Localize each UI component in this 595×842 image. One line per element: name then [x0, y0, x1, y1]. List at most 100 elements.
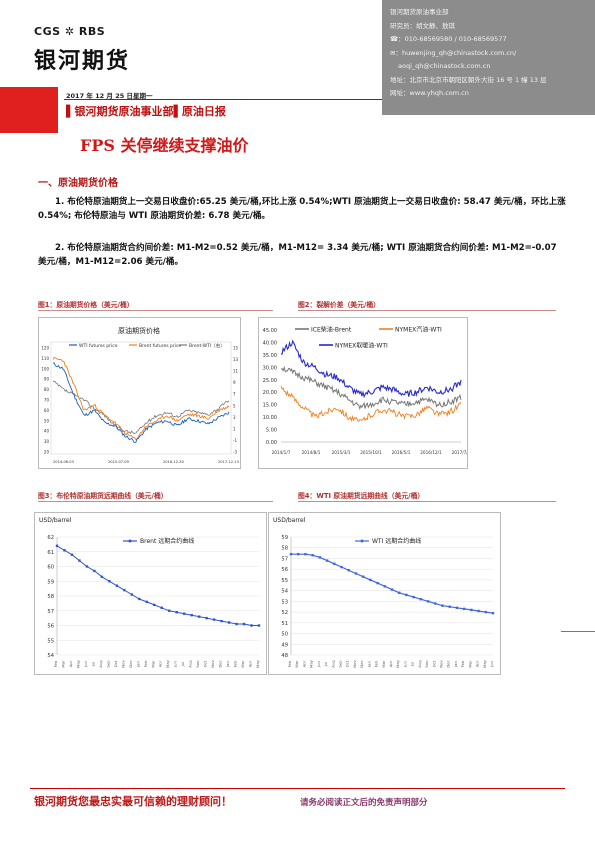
legend-label: Brent-WTI（右） — [189, 342, 225, 349]
data-point — [130, 593, 134, 596]
series-wti-forward — [291, 553, 494, 614]
series-ice-diesel — [280, 365, 462, 411]
x-tick: May — [395, 659, 400, 668]
x-tick: 2015-07-09 — [108, 460, 130, 464]
y-tick: 55 — [47, 638, 54, 644]
x-tick: Aug — [188, 660, 193, 668]
x-tick: May — [309, 659, 314, 668]
y-tick: 48 — [281, 653, 288, 659]
contact-phone: ☎：010-68569580 / 010-68569577 — [390, 35, 507, 43]
chart4-ylabel: USD/barrel — [273, 517, 306, 524]
fig4-caption: 图4：WTI 原油期货远期曲线（美元/桶） — [298, 492, 425, 500]
x-tick: Mar — [294, 660, 299, 668]
y-tick: 45.00 — [263, 328, 277, 334]
chart-crude-prices: 原油期货价格 WTI futures price Brent futures pr… — [38, 317, 241, 469]
contact-website[interactable]: 网址：www.yhqh.com.cn — [390, 89, 469, 97]
data-point — [78, 559, 81, 562]
y-right-tick: 9 — [233, 380, 236, 385]
y-left-tick: 20 — [44, 450, 50, 455]
data-point — [160, 606, 163, 609]
data-point — [55, 544, 59, 548]
y-tick: 54 — [47, 653, 54, 659]
data-point — [347, 569, 350, 572]
x-tick: May — [482, 659, 487, 668]
side-marker — [561, 631, 595, 632]
x-tick: Aug — [98, 660, 103, 668]
x-tick: Jan — [453, 660, 458, 667]
footer-disclaimer: 请务必阅读正文后的免责声明部分 — [300, 798, 428, 808]
section-heading: 一、原油期货价格 — [38, 178, 118, 189]
x-tick: Feb — [287, 660, 292, 667]
data-point — [123, 588, 126, 592]
x-tick: Feb — [374, 660, 379, 667]
y-left-tick: 30 — [44, 439, 50, 444]
x-tick: Apr — [388, 660, 393, 667]
x-tick: Dec — [359, 660, 364, 667]
data-point — [100, 575, 104, 579]
x-tick: Jul — [90, 662, 95, 668]
x-tick: 2016/12/1 — [420, 450, 442, 455]
x-tick: Jul — [410, 662, 415, 668]
data-point — [205, 616, 208, 620]
x-tick: 2017-12-13 — [218, 460, 239, 464]
y-right-tick: 1 — [233, 426, 236, 431]
x-tick: Nov — [352, 660, 357, 668]
y-tick: 53 — [281, 599, 288, 605]
data-point — [115, 584, 119, 587]
x-tick: 2016-12-30 — [163, 460, 185, 464]
contact-email-2[interactable]: aoqi_qh@chinastock.com.cn — [398, 62, 491, 70]
data-point — [361, 575, 365, 578]
legend-label: Brent futures price — [139, 343, 181, 349]
x-tick: Mar — [60, 660, 65, 668]
x-tick: Dec — [218, 660, 223, 667]
x-tick: Mar — [240, 660, 245, 668]
x-tick: Jun — [402, 660, 407, 668]
x-tick: Oct — [431, 660, 436, 667]
legend-label: NYMEX汽油-WTI — [395, 326, 442, 334]
y-right-tick: 3 — [233, 415, 236, 420]
contact-email-1[interactable]: ✉：huwenjing_qh@chinastock.com.cn/ — [390, 48, 517, 57]
y-tick: 5.00 — [266, 428, 277, 434]
fig2-caption: 图2：裂解价差（美元/桶） — [298, 301, 380, 309]
series-nymex-heating — [280, 339, 462, 399]
y-tick: 15.00 — [263, 403, 277, 409]
y-left-tick: 100 — [41, 366, 49, 371]
data-point — [398, 591, 401, 594]
x-tick: Nov — [439, 660, 444, 668]
y-right-tick: -3 — [233, 450, 237, 455]
data-point — [333, 562, 336, 566]
fig1-rule — [38, 310, 273, 311]
logo-brand: CGS ✲ RBS — [34, 25, 106, 38]
y-tick: 62 — [47, 535, 54, 541]
y-tick: 10.00 — [263, 415, 277, 421]
x-tick: Jan — [135, 660, 140, 667]
y-left-tick: 40 — [44, 429, 50, 434]
y-tick: 58 — [47, 594, 54, 600]
contact-dept: 银河期货原油事业部 — [390, 8, 449, 16]
data-point — [257, 624, 261, 627]
data-point — [340, 565, 343, 569]
y-tick: 0.00 — [266, 440, 277, 446]
x-tick: Jul — [180, 662, 185, 668]
legend-label: WTI futures price — [79, 343, 118, 349]
series-nymex-gasoline — [280, 385, 462, 423]
data-point — [175, 611, 178, 614]
y-tick: 51 — [281, 621, 288, 627]
y-right-tick: 5 — [233, 403, 236, 408]
y-left-tick: 120 — [41, 346, 49, 351]
x-tick: Nov — [120, 660, 125, 668]
x-tick: Feb — [53, 660, 58, 667]
data-point — [289, 552, 293, 556]
chart2-svg: ICE柴油-Brent NYMEX汽油-WTI NYMEX取暖油-WTI 45.00… — [263, 326, 471, 456]
series-brent — [52, 356, 230, 441]
y-left-tick: 80 — [44, 387, 50, 392]
chart-crack-spreads: ICE柴油-Brent NYMEX汽油-WTI NYMEX取暖油-WTI 45.00… — [258, 317, 471, 469]
data-point — [354, 572, 358, 575]
x-tick: Feb — [143, 660, 148, 667]
x-tick: Aug — [417, 660, 422, 668]
x-tick: Apr — [301, 660, 306, 667]
x-tick: Jan — [366, 660, 371, 667]
y-left-tick: 50 — [44, 418, 50, 423]
fig2-rule — [298, 310, 556, 311]
series-wti — [52, 362, 230, 443]
